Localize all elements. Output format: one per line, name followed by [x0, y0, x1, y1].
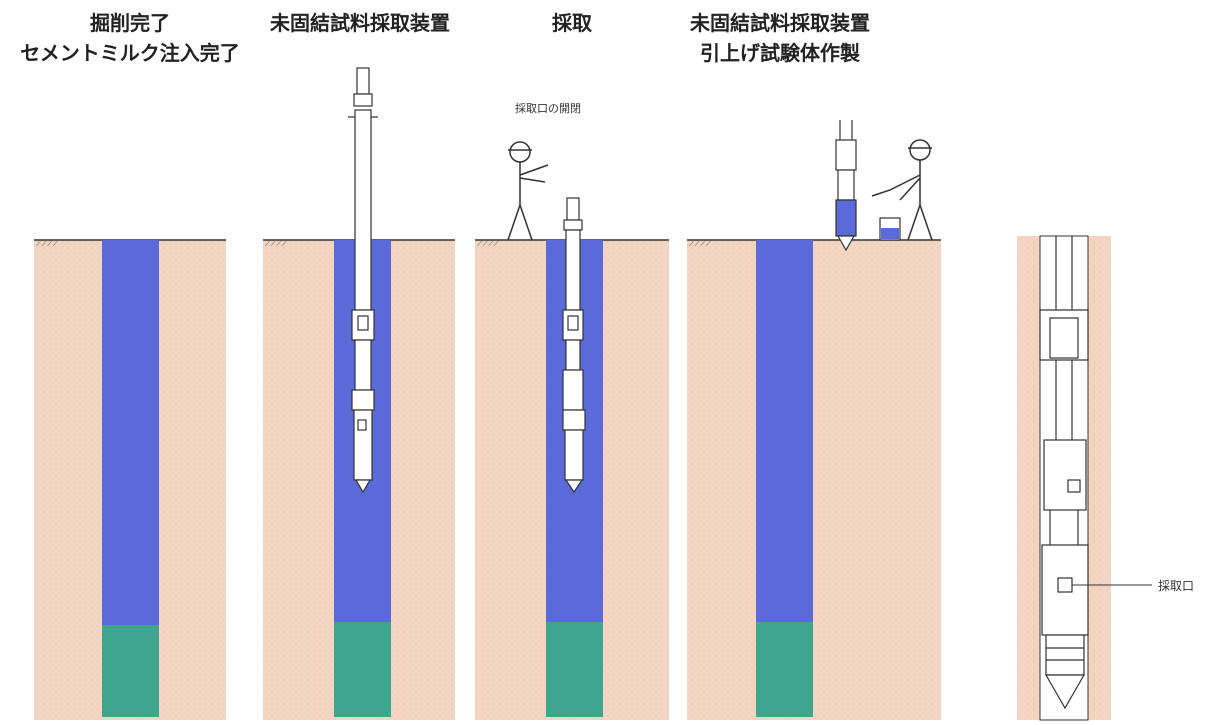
stage-2-panel: ⟋⟋⟋⟋: [263, 67, 455, 720]
detail-sampler: [1039, 236, 1089, 710]
sampler-detail-view: 採取口: [1017, 235, 1194, 721]
ground-hatch-mark: ⟋⟋⟋⟋: [689, 239, 712, 248]
stage-3-panel: ⟋⟋⟋⟋ 採取口の開閉: [475, 101, 669, 720]
worker-figure: [871, 139, 933, 241]
stage-1-title-line-1: 掘削完了: [90, 11, 170, 35]
ground-hatch-mark: ⟋⟋⟋⟋: [477, 239, 500, 248]
borehole-mixed-soil: [546, 622, 603, 717]
borehole-cement-milk: [102, 240, 159, 625]
borehole-mixed-soil: [102, 625, 159, 717]
stage-4-title-line-1: 未固結試料採取装置: [690, 11, 870, 35]
borehole-mixed-soil: [756, 622, 813, 717]
port-open-close-annotation: 採取口の開閉: [515, 101, 581, 115]
extracted-sampler: [835, 120, 857, 252]
stage-3-title: 採取: [552, 11, 592, 35]
sampler-device: [348, 67, 378, 494]
stage-1-title-line-2: セメントミルク注入完了: [20, 41, 240, 65]
ground-hatch-mark: ⟋⟋⟋⟋: [265, 239, 288, 248]
sampler-device: [562, 197, 586, 494]
stage-4-panel: ⟋⟋⟋⟋: [687, 120, 941, 720]
ground-soil: [687, 240, 941, 720]
stage-1-panel: ⟋⟋⟋⟋: [34, 239, 226, 720]
borehole-mixed-soil: [334, 622, 391, 717]
specimen-container: [879, 217, 901, 241]
sampling-port-label: 採取口: [1158, 579, 1194, 593]
stage-4-title-line-2: 引上げ試験体作製: [700, 41, 860, 65]
stage-2-title: 未固結試料採取装置: [270, 11, 450, 35]
worker-figure: [507, 141, 549, 241]
borehole-cement-milk: [756, 240, 813, 622]
ground-hatch-mark: ⟋⟋⟋⟋: [36, 239, 59, 248]
